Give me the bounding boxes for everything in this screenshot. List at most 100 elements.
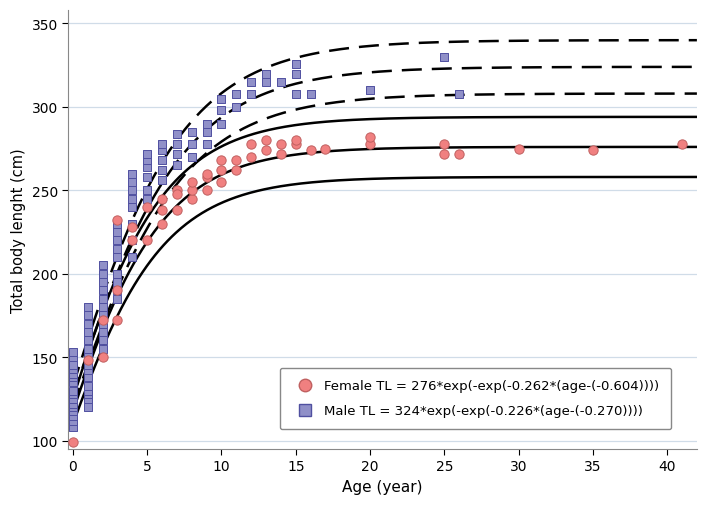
Point xyxy=(82,328,93,336)
Point xyxy=(127,204,138,212)
Point xyxy=(186,129,198,137)
Point xyxy=(275,150,287,159)
Point xyxy=(156,147,168,155)
Point xyxy=(156,195,168,204)
Point xyxy=(275,140,287,148)
Point xyxy=(142,187,153,195)
Point xyxy=(97,295,108,303)
Point xyxy=(97,317,108,325)
Point xyxy=(127,254,138,262)
Point xyxy=(67,407,79,415)
Point xyxy=(216,157,227,165)
Point xyxy=(127,195,138,204)
Point xyxy=(112,287,123,295)
Point xyxy=(290,90,302,98)
Point xyxy=(82,395,93,403)
Point xyxy=(186,187,198,195)
Point xyxy=(67,365,79,373)
Point xyxy=(82,320,93,328)
Point xyxy=(112,317,123,325)
Point xyxy=(67,423,79,431)
Point xyxy=(97,328,108,336)
Point xyxy=(201,120,212,128)
Point xyxy=(82,357,93,365)
Point xyxy=(97,304,108,312)
Point xyxy=(97,337,108,345)
Point xyxy=(97,320,108,328)
Point xyxy=(67,362,79,370)
Point xyxy=(67,387,79,395)
Point xyxy=(171,150,183,159)
Point xyxy=(171,187,183,195)
Point xyxy=(216,95,227,104)
Point xyxy=(67,354,79,362)
Point xyxy=(82,403,93,412)
Point xyxy=(246,90,257,98)
Point xyxy=(142,164,153,172)
Point xyxy=(454,90,465,98)
Point xyxy=(156,177,168,185)
Point xyxy=(112,270,123,278)
Point xyxy=(186,195,198,204)
Point xyxy=(320,145,331,154)
Point xyxy=(67,412,79,420)
Point xyxy=(67,400,79,408)
Point xyxy=(82,382,93,390)
Point xyxy=(171,190,183,198)
Point xyxy=(216,107,227,115)
Point xyxy=(142,237,153,245)
Point xyxy=(305,147,316,155)
Point xyxy=(127,237,138,245)
Point xyxy=(82,387,93,395)
Point xyxy=(156,207,168,215)
Point xyxy=(246,140,257,148)
Point xyxy=(67,348,79,357)
Point xyxy=(676,140,687,148)
Point xyxy=(112,287,123,295)
Point xyxy=(82,367,93,375)
Point xyxy=(290,137,302,145)
Point xyxy=(231,167,242,175)
Point xyxy=(142,174,153,182)
Point xyxy=(365,140,376,148)
Point xyxy=(112,278,123,286)
Point xyxy=(67,373,79,381)
Point xyxy=(290,60,302,68)
Point xyxy=(67,370,79,378)
Point xyxy=(156,157,168,165)
Point xyxy=(97,345,108,353)
Point xyxy=(82,345,93,353)
Point xyxy=(439,150,450,159)
Point xyxy=(156,140,168,148)
Point xyxy=(82,304,93,312)
Point xyxy=(112,295,123,303)
Point xyxy=(112,237,123,245)
Point xyxy=(67,438,79,446)
Point xyxy=(186,140,198,148)
Point xyxy=(82,373,93,381)
Point xyxy=(97,270,108,278)
Point xyxy=(142,204,153,212)
Point xyxy=(82,354,93,362)
Point xyxy=(201,170,212,178)
Point xyxy=(365,87,376,95)
Point xyxy=(127,170,138,178)
Point xyxy=(246,154,257,162)
Point xyxy=(216,179,227,187)
Point xyxy=(305,90,316,98)
Point xyxy=(201,129,212,137)
Point xyxy=(231,104,242,112)
Point xyxy=(261,147,272,155)
Point xyxy=(112,254,123,262)
Point xyxy=(67,403,79,412)
Point xyxy=(67,390,79,398)
Point xyxy=(112,229,123,237)
Point xyxy=(439,54,450,62)
Point xyxy=(186,179,198,187)
Point xyxy=(127,224,138,232)
Point xyxy=(216,120,227,128)
Point xyxy=(246,79,257,87)
Point xyxy=(587,147,598,155)
Point xyxy=(261,70,272,78)
Point xyxy=(97,278,108,286)
